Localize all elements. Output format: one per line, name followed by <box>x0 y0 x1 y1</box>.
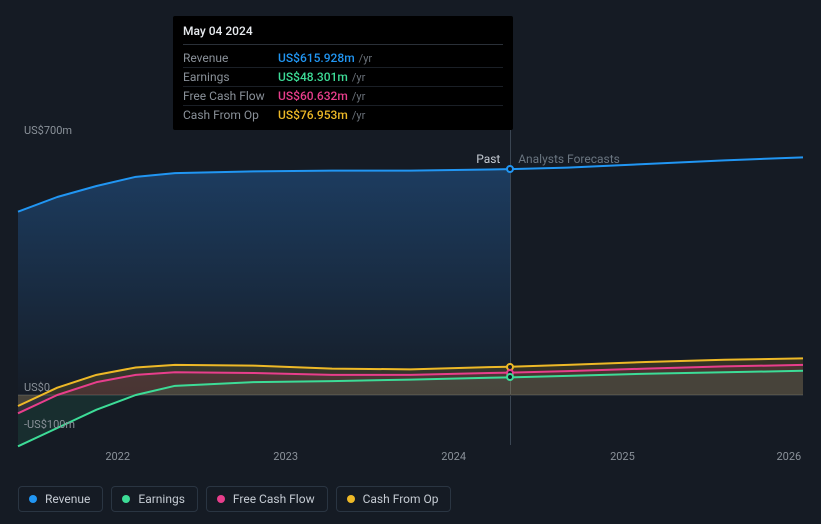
tooltip-row: Free Cash FlowUS$60.632m/yr <box>183 87 503 106</box>
tooltip-unit: /yr <box>352 90 365 103</box>
x-axis-label: 2022 <box>105 450 130 463</box>
x-axis-labels: 2022 2023 2024 2025 2026 <box>18 450 803 470</box>
legend-dot-icon <box>217 495 225 503</box>
tooltip-date: May 04 2024 <box>183 24 503 45</box>
hover-marker <box>506 373 514 381</box>
x-axis-label: 2023 <box>273 450 298 463</box>
tooltip-row: Cash From OpUS$76.953m/yr <box>183 106 503 124</box>
legend-label: Free Cash Flow <box>233 492 315 506</box>
tooltip-row: RevenueUS$615.928m/yr <box>183 49 503 68</box>
tooltip-unit: /yr <box>359 52 372 65</box>
legend-dot-icon <box>29 495 37 503</box>
legend-item-cash-from-op[interactable]: Cash From Op <box>336 486 452 512</box>
tooltip-series-value: US$48.301m <box>278 70 348 84</box>
tooltip-series-value: US$615.928m <box>278 51 355 65</box>
legend-label: Earnings <box>138 492 185 506</box>
legend-item-free-cash-flow[interactable]: Free Cash Flow <box>206 486 328 512</box>
tooltip-series-label: Earnings <box>183 70 278 84</box>
legend-label: Cash From Op <box>363 492 439 506</box>
tooltip-series-value: US$60.632m <box>278 89 348 103</box>
tooltip-series-label: Cash From Op <box>183 108 278 122</box>
tooltip-unit: /yr <box>352 71 365 84</box>
tooltip-series-label: Free Cash Flow <box>183 89 278 103</box>
x-axis-label: 2025 <box>610 450 635 463</box>
line-chart[interactable]: US$700mUS$0-US$100m <box>18 120 803 450</box>
tooltip-series-label: Revenue <box>183 51 278 65</box>
tooltip-row: EarningsUS$48.301m/yr <box>183 68 503 87</box>
tooltip-unit: /yr <box>352 109 365 122</box>
x-axis-label: 2026 <box>776 450 801 463</box>
chart-svg <box>18 120 803 450</box>
hover-marker <box>506 165 514 173</box>
chart-legend: Revenue Earnings Free Cash Flow Cash From O… <box>18 486 451 512</box>
legend-item-earnings[interactable]: Earnings <box>111 486 198 512</box>
x-axis-label: 2024 <box>441 450 466 463</box>
legend-item-revenue[interactable]: Revenue <box>18 486 103 512</box>
legend-dot-icon <box>347 495 355 503</box>
hover-tooltip: May 04 2024 RevenueUS$615.928m/yrEarning… <box>173 16 513 130</box>
legend-dot-icon <box>122 495 130 503</box>
legend-label: Revenue <box>45 492 90 506</box>
tooltip-series-value: US$76.953m <box>278 108 348 122</box>
